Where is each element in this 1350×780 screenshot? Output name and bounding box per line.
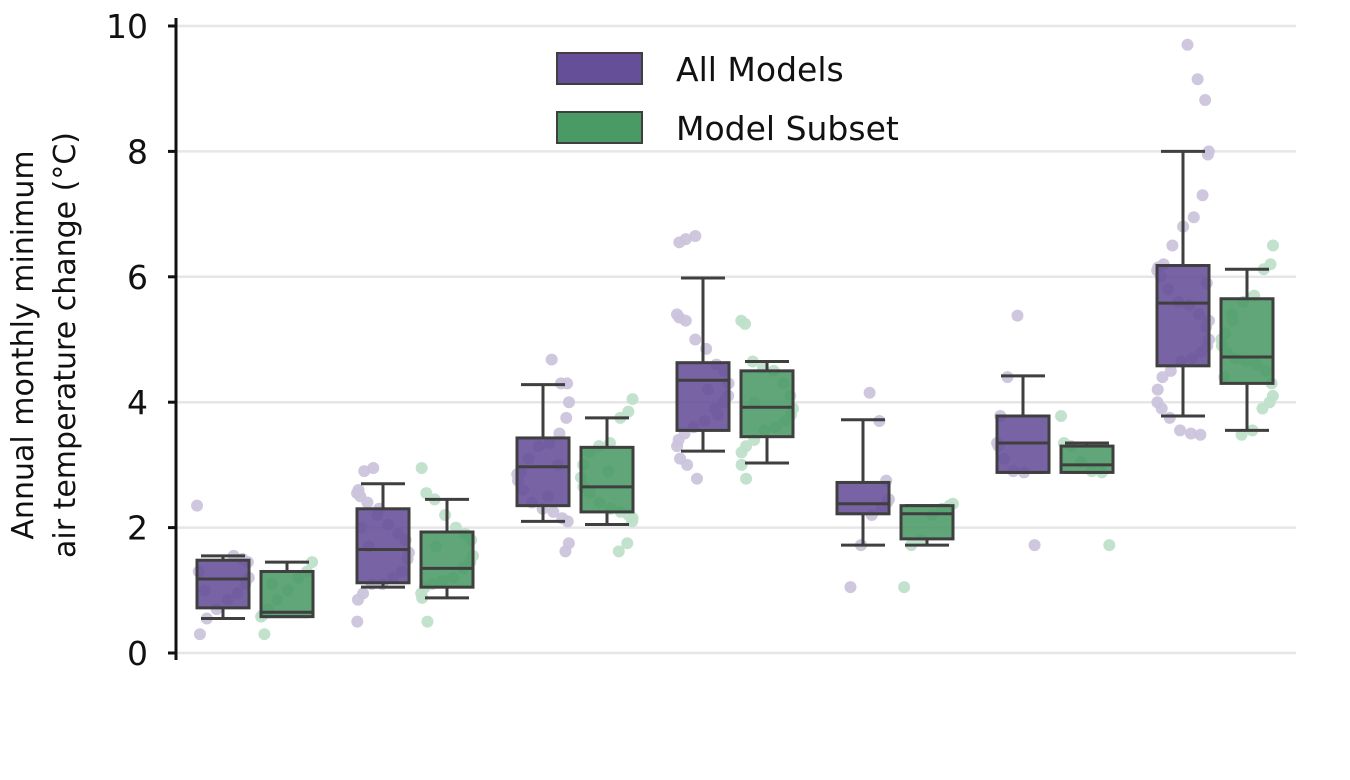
legend-label-model-subset: Model Subset [676, 109, 899, 148]
data-point [898, 581, 911, 594]
box [579, 445, 635, 514]
y-axis-title-line-2: air temperature change (°C) [48, 132, 83, 558]
data-point [863, 386, 876, 399]
y-tick-label: 6 [127, 258, 148, 297]
box [515, 436, 571, 508]
data-point [689, 230, 702, 243]
data-point [560, 411, 573, 424]
data-point [358, 465, 371, 478]
data-point [1155, 402, 1168, 415]
legend-label-all-models: All Models [676, 50, 844, 89]
box [419, 530, 475, 589]
data-point [1191, 73, 1204, 86]
data-point [626, 515, 639, 528]
data-point [1011, 309, 1024, 322]
y-tick-label: 10 [106, 7, 148, 46]
data-point [545, 353, 558, 366]
y-axis-title-line-1: Annual monthly minimum [6, 150, 41, 539]
data-point [1028, 539, 1041, 552]
data-point [1174, 424, 1187, 437]
y-tick-label: 8 [127, 132, 148, 171]
data-point [689, 333, 702, 346]
data-point [612, 545, 625, 558]
data-point [1199, 93, 1212, 106]
box [1155, 264, 1211, 368]
data-point [1164, 364, 1177, 377]
data-point [1151, 383, 1164, 396]
data-point [193, 628, 206, 641]
box [1059, 444, 1115, 474]
y-tick-label: 4 [127, 383, 148, 422]
data-point [671, 440, 684, 453]
data-point [679, 314, 692, 327]
data-point [844, 581, 857, 594]
data-point [673, 236, 686, 249]
box [899, 504, 955, 541]
data-point [1194, 428, 1207, 441]
box [739, 369, 795, 439]
data-point [1166, 239, 1179, 252]
legend-swatch-all-models [556, 52, 643, 85]
data-point [367, 462, 380, 475]
data-point [547, 505, 560, 518]
legend-swatch-model-subset [556, 111, 643, 144]
data-point [621, 537, 634, 550]
data-point [1196, 189, 1209, 202]
y-ticks: 0 2 4 6 8 10 [106, 7, 176, 673]
data-point [416, 591, 429, 604]
data-point [1266, 239, 1279, 252]
data-point [306, 556, 319, 569]
data-point [361, 496, 374, 509]
data-point [561, 515, 574, 528]
box [675, 361, 731, 432]
data-point [735, 458, 748, 471]
legend: All Models Model Subset [540, 38, 932, 150]
data-point [562, 396, 575, 409]
data-point [421, 615, 434, 628]
box [1219, 297, 1275, 385]
data-point [681, 458, 694, 471]
data-point [740, 472, 753, 485]
y-axis-title: Annual monthly minimum air temperature c… [6, 132, 83, 558]
data-point [626, 393, 639, 406]
data-point [420, 487, 433, 500]
data-point [1256, 402, 1269, 415]
data-point [1156, 371, 1169, 384]
box [195, 558, 251, 610]
data-point [1187, 211, 1200, 224]
data-point [415, 462, 428, 475]
data-point [351, 615, 364, 628]
data-point [1163, 411, 1176, 424]
data-point [1103, 539, 1116, 552]
data-point [1181, 38, 1194, 51]
data-point [735, 446, 748, 459]
data-point [191, 499, 204, 512]
boxes [195, 149, 1275, 621]
data-point [1184, 427, 1197, 440]
box [259, 569, 315, 619]
data-point [739, 317, 752, 330]
box [835, 480, 891, 516]
y-tick-label: 2 [127, 509, 148, 548]
data-point [258, 628, 271, 641]
data-point [690, 472, 703, 485]
data-point [1055, 409, 1068, 422]
data-point [351, 593, 364, 606]
y-tick-label: 0 [127, 634, 148, 673]
data-point [561, 377, 574, 390]
data-point [439, 509, 452, 522]
box [355, 507, 411, 585]
data-point [559, 545, 572, 558]
